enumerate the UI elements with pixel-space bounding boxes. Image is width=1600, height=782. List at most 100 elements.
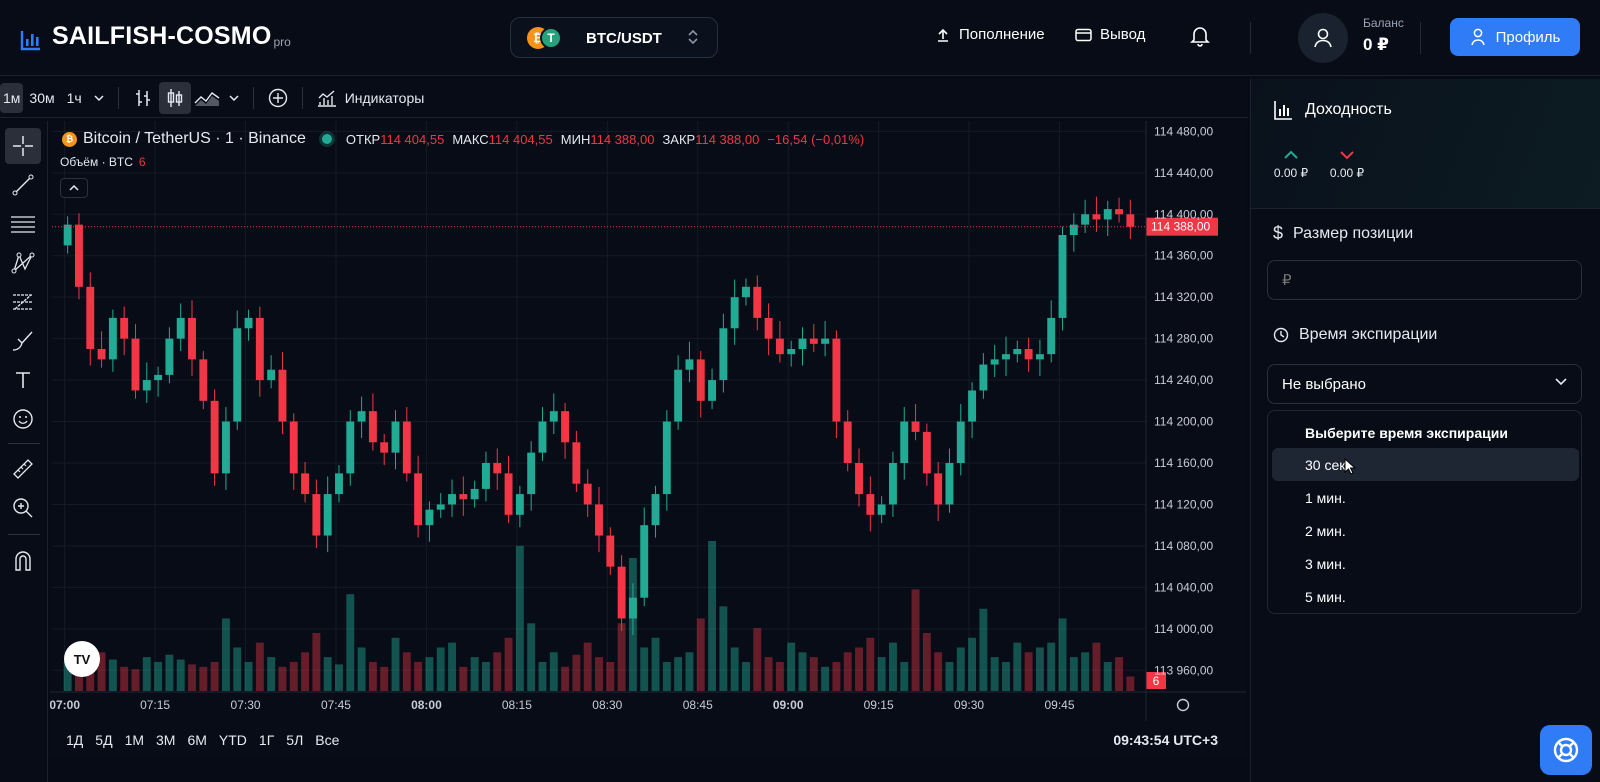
volume-bar [515,545,524,691]
pair-selector[interactable]: ₿ T BTC/USDT [510,17,718,58]
timeframe-1h[interactable]: 1ч [66,90,82,106]
volume-bar [436,647,445,691]
candle [97,349,106,360]
range-3m[interactable]: 3М [156,732,176,748]
volume-bar [990,657,999,691]
candle [606,535,615,567]
candle [436,504,445,510]
updown-chevron-icon [688,29,698,45]
x-tick-label: 07:30 [231,698,261,712]
compare-button[interactable] [262,82,294,114]
candle [855,463,863,495]
volume-bar [233,647,242,691]
volume-bar [1092,642,1101,691]
expiration-select[interactable]: Не выбрано [1267,364,1582,404]
timeframe-1m[interactable]: 1м [0,83,24,113]
range-5y[interactable]: 5Л [286,732,304,748]
volume-bar [538,661,547,691]
indicators-icon-button[interactable] [311,82,343,114]
zoom-tool[interactable] [5,490,41,526]
header-divider [1420,22,1421,54]
withdraw-button[interactable]: Вывод [1075,26,1145,43]
bars-style-button[interactable] [127,82,159,114]
volume-bar [1058,618,1067,691]
x-tick-label: 08:00 [411,698,442,712]
symbol-title[interactable]: Bitcoin / TetherUS · 1 · Binance [83,130,306,147]
chart-clock[interactable]: 09:43:54 UTC+3 [1113,732,1218,748]
volume-bar [323,657,332,691]
notifications-button[interactable] [1190,25,1210,47]
trend-line-icon [12,174,34,196]
profile-button[interactable]: Профиль [1450,18,1580,56]
option-30s[interactable]: 30 сек. [1272,448,1579,481]
y-tick-label: 114 400,00 [1154,207,1213,221]
user-icon [1470,28,1485,46]
tradingview-logo[interactable]: TV [64,641,100,677]
timeframe-dropdown[interactable] [88,82,110,114]
candle [866,494,875,515]
trend-line-tool[interactable] [5,167,41,203]
range-5d[interactable]: 5Д [95,732,113,748]
avatar[interactable] [1298,13,1348,63]
crosshair-tool[interactable] [5,128,41,164]
candle [696,359,705,401]
candle [448,494,456,505]
candle [1069,224,1078,235]
fib-tool[interactable] [5,284,41,320]
x-tick-label: 08:30 [592,698,622,712]
range-1y[interactable]: 1Г [258,732,275,748]
candle [753,286,762,318]
horizontal-lines-tool[interactable] [5,206,41,242]
logo[interactable]: SAILFISH-COSMO pro [20,22,291,51]
withdraw-label: Вывод [1100,26,1146,43]
candle [459,494,468,500]
volume-bar [448,642,456,691]
candle [742,286,750,298]
emoji-tool[interactable] [5,401,41,437]
pattern-tool[interactable] [5,245,41,281]
text-icon [16,372,30,388]
deposit-label: Пополнение [959,26,1045,43]
volume-bar [131,669,140,691]
candle [176,317,185,339]
candle [662,421,671,495]
price-chart[interactable]: 114 388,00 6 114 480,00 114 440,00 114 400,… [50,121,1246,741]
app-header: SAILFISH-COSMO pro ₿ T BTC/USDT Пополнен… [0,0,1600,76]
range-all[interactable]: Все [315,732,340,748]
clock-icon [1273,327,1289,343]
candle [470,488,479,500]
range-6m[interactable]: 6М [187,732,207,748]
option-3m[interactable]: 3 мин. [1305,555,1346,572]
range-1d[interactable]: 1Д [66,732,84,748]
support-button[interactable] [1540,725,1592,775]
candle [1024,349,1033,360]
chart-canvas[interactable]: 114 388,00 6 114 480,00 114 440,00 114 400,… [50,121,1246,721]
candle [832,338,841,422]
amount-input[interactable] [1267,260,1582,300]
option-2m[interactable]: 2 мин. [1305,522,1346,539]
ruler-tool[interactable] [5,451,41,487]
candle [538,421,547,453]
candle [142,380,151,391]
range-1m[interactable]: 1М [124,732,145,748]
volume-bar [640,647,649,691]
candle [63,224,72,246]
text-tool[interactable] [5,362,41,398]
candle [108,317,117,360]
volume-bar [787,642,796,691]
area-style-button[interactable] [191,82,223,114]
magnet-tool[interactable] [5,543,41,579]
brush-tool[interactable] [5,323,41,359]
option-1m[interactable]: 1 мин. [1305,489,1346,506]
option-5m[interactable]: 5 мин. [1305,588,1346,605]
deposit-button[interactable]: Пополнение [935,26,1045,43]
chart-legend: ₿ Bitcoin / TetherUS · 1 · Binance ОТКР1… [62,130,872,148]
collapse-legend-button[interactable] [60,178,88,198]
chart-style-dropdown[interactable] [223,82,245,114]
balance-label: Баланс [1363,16,1404,30]
candle [685,359,694,370]
candles-style-button[interactable] [158,82,191,114]
range-ytd[interactable]: YTD [218,732,247,748]
indicators-button[interactable]: Индикаторы [344,90,425,106]
timeframe-30m[interactable]: 30м [29,90,55,106]
